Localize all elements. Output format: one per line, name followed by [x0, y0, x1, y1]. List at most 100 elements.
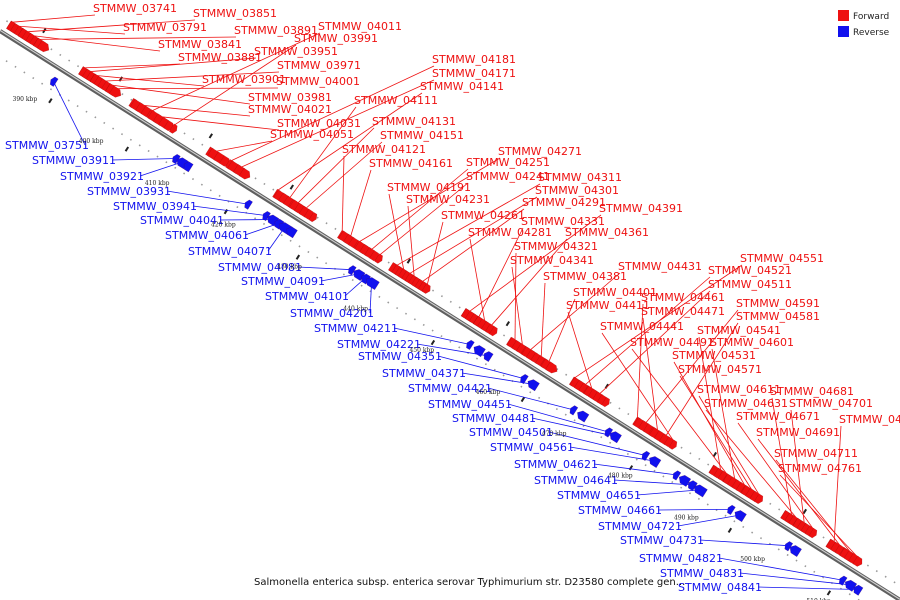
reverse-gene-label: STMMW_04101 [265, 290, 349, 303]
forward-gene-arrow [545, 361, 558, 374]
feature-marker [802, 508, 808, 515]
reverse-leader-line [636, 489, 700, 496]
forward-leader-line [341, 155, 345, 232]
forward-gene-label: STMMW_04691 [756, 426, 840, 439]
forward-leader-line [289, 106, 357, 199]
forward-leader-line [110, 84, 251, 105]
feature-marker [406, 258, 412, 264]
reverse-leader-line [699, 539, 788, 547]
reverse-leader-line [52, 81, 86, 146]
forward-leader-line [370, 168, 469, 251]
feature-marker [628, 465, 634, 471]
reverse-gene-arrow [348, 265, 357, 276]
forward-gene-label: STMMW_03951 [254, 45, 338, 58]
forward-leader-line [173, 44, 297, 126]
reverse-leader-line [192, 205, 266, 216]
forward-gene-label: STMMW_04291 [522, 196, 606, 209]
reverse-gene-arrow [649, 456, 662, 469]
forward-leader-line [408, 196, 538, 275]
forward-gene-label: STMMW_04001 [276, 75, 360, 88]
legend-forward-label: Forward [853, 12, 889, 22]
forward-leader-line [32, 35, 161, 52]
genome-tick-label: 420 kbp [211, 222, 236, 229]
reverse-leader-line [593, 463, 677, 476]
forward-gene-label: STMMW_04401 [573, 286, 657, 299]
reverse-leader-line [739, 572, 850, 586]
forward-gene-label: STMMW_04011 [318, 20, 402, 33]
gene-features [6, 20, 864, 596]
forward-leader-line [771, 397, 793, 516]
forward-gene-label: STMMW_04491 [630, 336, 714, 349]
forward-leader-line [637, 303, 644, 419]
feature-marker [124, 146, 130, 152]
reverse-leader-line [507, 403, 609, 433]
forward-leader-line [116, 87, 279, 90]
reverse-leader-line [613, 479, 692, 486]
forward-gene-label: STMMW_04111 [354, 94, 438, 107]
forward-gene-label: STMMW_04441 [600, 320, 684, 333]
reverse-gene-arrow [727, 504, 736, 516]
forward-leader-line [757, 438, 842, 548]
reverse-gene-label: STMMW_03751 [5, 139, 89, 152]
forward-gene-label: STMMW_03841 [158, 38, 242, 51]
reverse-gene-label: STMMW_04501 [469, 426, 553, 439]
genome-tick-label: 410 kbp [145, 180, 170, 187]
forward-leader-line [490, 238, 568, 326]
reverse-leader-line [393, 327, 470, 345]
reverse-gene-label: STMMW_04481 [452, 412, 536, 425]
feature-marker [295, 254, 301, 260]
forward-gene-label: STMMW_04121 [342, 143, 426, 156]
forward-leader-line [698, 336, 722, 471]
forward-gene-label: STMMW_04591 [736, 297, 820, 310]
backbone-highlight [0, 29, 900, 600]
forward-gene-label: STMMW_03881 [178, 51, 262, 64]
forward-leader-line [514, 252, 517, 341]
forward-leader-line [698, 395, 760, 496]
reverse-gene-arrow [569, 405, 579, 416]
genome-ticks: 390 kbp 400 kbp 410 kbp 420 kbp 430 kbp 440 k… [13, 96, 832, 600]
forward-gene-label: STMMW_03991 [294, 32, 378, 45]
genome-tick-label: 400 kbp [79, 138, 104, 145]
label-leader-lines [11, 14, 859, 590]
forward-gene-label: STMMW_04571 [678, 363, 762, 376]
forward-gene-label: STMMW_04141 [420, 80, 504, 93]
forward-gene-label: STMMW_04171 [432, 67, 516, 80]
forward-leader-line [673, 361, 746, 487]
forward-gene-label: STMMW_03741 [93, 2, 177, 15]
forward-leader-line [83, 63, 181, 69]
reverse-leader-line [166, 190, 248, 205]
reverse-gene-arrow [853, 584, 864, 596]
feature-marker [208, 133, 214, 139]
forward-gene-arrow [308, 211, 318, 223]
forward-gene-label: STMMW_04181 [432, 53, 516, 66]
forward-leader-line [705, 409, 799, 520]
forward-gene-label: STMMW_04341 [510, 254, 594, 267]
reverse-gene-arrow [353, 269, 366, 282]
forward-gene-label: STMMW_04311 [538, 171, 622, 184]
forward-gene-label: STMMW_04581 [736, 310, 820, 323]
forward-leader-line [230, 65, 435, 162]
reverse-leader-line [344, 278, 366, 297]
reverse-leader-line [757, 586, 858, 590]
feature-marker [289, 184, 295, 190]
forward-leader-line [779, 474, 859, 559]
reverse-leader-line [487, 387, 574, 411]
forward-gene-label: STMMW_04131 [372, 115, 456, 128]
reverse-gene-label: STMMW_03921 [60, 170, 144, 183]
forward-leader-line [26, 19, 196, 33]
forward-leader-line [548, 298, 576, 363]
reverse-gene-label: STMMW_03941 [113, 200, 197, 213]
reverse-gene-label: STMMW_04621 [514, 458, 598, 471]
forward-gene-arrow [753, 493, 764, 504]
reverse-gene-arrow [527, 379, 540, 392]
reverse-gene-arrow [784, 541, 794, 552]
forward-leader-line [601, 332, 675, 442]
forward-gene-label: STMMW_04611 [697, 383, 781, 396]
forward-gene-label: STMMW_04151 [380, 129, 464, 142]
reverse-leader-line [111, 158, 176, 161]
forward-leader-line [379, 182, 469, 256]
feature-marker [727, 527, 733, 533]
